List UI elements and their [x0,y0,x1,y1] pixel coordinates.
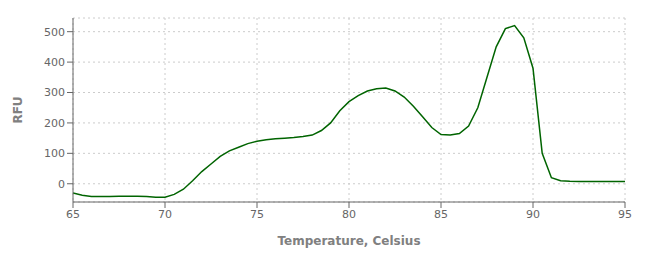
svg-text:0: 0 [58,178,65,191]
svg-text:400: 400 [44,56,65,69]
svg-text:500: 500 [44,26,65,39]
svg-text:70: 70 [158,208,172,221]
svg-text:80: 80 [342,208,356,221]
svg-text:90: 90 [526,208,540,221]
svg-text:200: 200 [44,117,65,130]
svg-text:300: 300 [44,86,65,99]
svg-text:75: 75 [250,208,264,221]
svg-text:100: 100 [44,147,65,160]
svg-text:95: 95 [618,208,632,221]
svg-text:Temperature, Celsius: Temperature, Celsius [277,234,420,248]
svg-text:65: 65 [66,208,80,221]
svg-text:RFU: RFU [11,96,25,123]
svg-text:85: 85 [434,208,448,221]
